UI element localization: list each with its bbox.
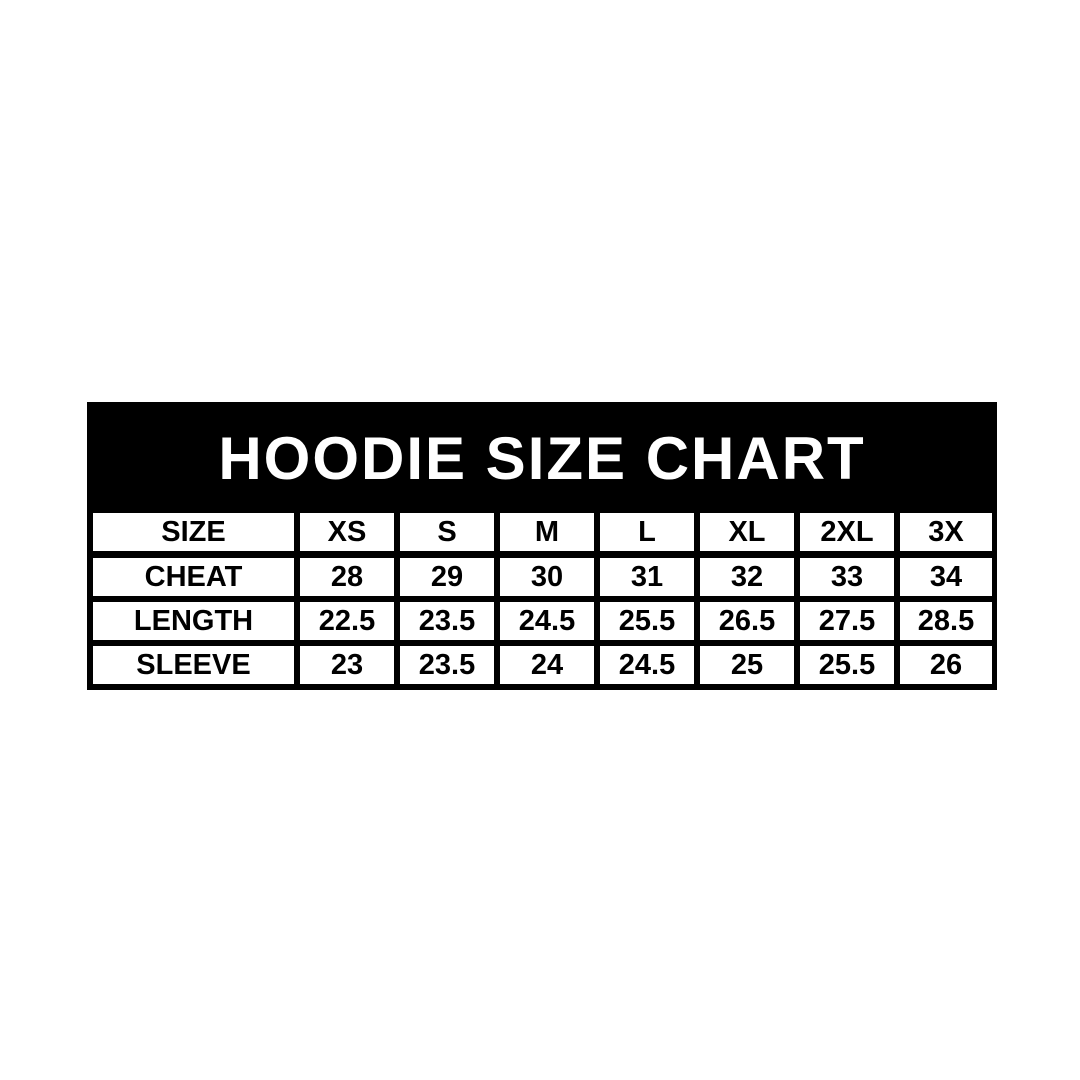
table-cell: 23: [300, 646, 394, 684]
table-cell: 25.5: [600, 602, 694, 640]
size-header-cell: L: [600, 513, 694, 551]
table-cell: 24.5: [600, 646, 694, 684]
table-cell: 23.5: [400, 602, 494, 640]
row-header-cell: CHEAT: [93, 558, 294, 596]
table-cell: 25: [700, 646, 794, 684]
table-cell: 28: [300, 558, 394, 596]
size-header-cell: XS: [300, 513, 394, 551]
table-cell: 32: [700, 558, 794, 596]
table-cell: 26: [900, 646, 992, 684]
row-header-cell: LENGTH: [93, 602, 294, 640]
size-chart: HOODIE SIZE CHART SIZE XS S M L XL 2XL 3X CHEAT 2…: [87, 402, 997, 690]
table-cell: 30: [500, 558, 594, 596]
size-header-cell: 2XL: [800, 513, 894, 551]
row-header-cell: SIZE: [93, 513, 294, 551]
table-cell: 27.5: [800, 602, 894, 640]
table-cell: 22.5: [300, 602, 394, 640]
chart-title: HOODIE SIZE CHART: [218, 425, 866, 492]
table-cell: 34: [900, 558, 992, 596]
table-cell: 28.5: [900, 602, 992, 640]
size-header-cell: 3X: [900, 513, 992, 551]
table-cell: 26.5: [700, 602, 794, 640]
row-header-cell: SLEEVE: [93, 646, 294, 684]
table-cell: 24: [500, 646, 594, 684]
table-cell: 29: [400, 558, 494, 596]
size-header-cell: XL: [700, 513, 794, 551]
table-cell: 33: [800, 558, 894, 596]
table-cell: 23.5: [400, 646, 494, 684]
size-header-cell: M: [500, 513, 594, 551]
size-header-cell: S: [400, 513, 494, 551]
table-cell: 31: [600, 558, 694, 596]
table-cell: 25.5: [800, 646, 894, 684]
table-cell: 24.5: [500, 602, 594, 640]
